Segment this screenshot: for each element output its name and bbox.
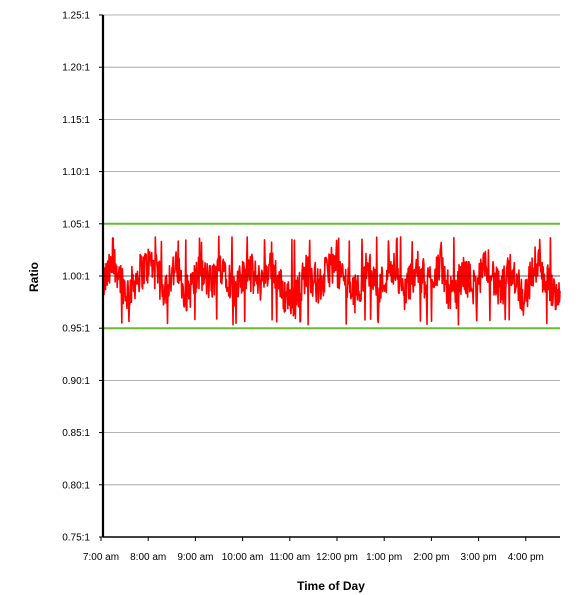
x-tick-label: 12:00 pm: [316, 552, 358, 563]
y-axis-title: Ratio: [27, 262, 41, 292]
y-tick-label: 1.05:1: [62, 219, 90, 230]
y-tick-label: 1.15:1: [62, 115, 90, 126]
x-tick-label: 11:00 am: [269, 552, 310, 563]
y-tick-label: 1.10:1: [62, 167, 90, 178]
y-tick-label: 1.25:1: [62, 11, 90, 22]
y-tick-label: 1.20:1: [62, 63, 90, 74]
y-tick-label: 0.75:1: [62, 533, 90, 544]
y-tick-label: 0.95:1: [62, 324, 90, 335]
y-tick-label: 0.80:1: [62, 480, 90, 491]
series-line: [102, 235, 561, 326]
x-tick-label: 4:00 pm: [508, 552, 544, 563]
x-tick-label: 1:00 pm: [366, 552, 402, 563]
x-tick-label: 10:00 am: [222, 552, 264, 563]
x-axis-title: Time of Day: [297, 579, 365, 593]
x-tick-label: 8:00 am: [130, 552, 166, 563]
x-tick-label: 3:00 pm: [461, 552, 497, 563]
axes: [99, 14, 560, 541]
y-tick-label: 0.90:1: [62, 376, 90, 387]
x-tick-labels: 7:00 am 8:00 am 9:00 am 10:00 am 11:00 am 12:…: [83, 552, 544, 563]
y-tick-label: 1.00:1: [62, 272, 90, 283]
y-tick-label: 0.85:1: [62, 428, 90, 439]
x-tick-label: 2:00 pm: [413, 552, 449, 563]
x-tick-label: 9:00 am: [177, 552, 213, 563]
y-tick-labels: 0.75:1 0.80:1 0.85:1 0.90:1 0.95:1 1.00:1 1.05…: [62, 11, 90, 544]
reference-lines: [103, 222, 560, 330]
series-layer: [102, 235, 561, 326]
x-tick-label: 7:00 am: [83, 552, 119, 563]
